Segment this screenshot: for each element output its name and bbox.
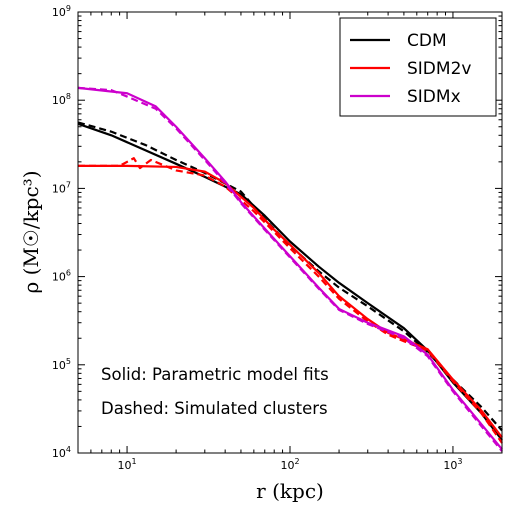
y-tick-label: 106 bbox=[52, 269, 71, 284]
legend-label-cdm: CDM bbox=[407, 31, 447, 51]
legend-label-sidmx: SIDMx bbox=[407, 87, 461, 107]
y-tick-label: 105 bbox=[52, 357, 71, 372]
y-tick-label: 109 bbox=[52, 4, 71, 19]
x-axis-label: r (kpc) bbox=[256, 479, 324, 503]
series-layer bbox=[77, 86, 503, 452]
x-tick-label: 103 bbox=[443, 457, 462, 472]
tick-layer bbox=[77, 11, 503, 454]
y-tick-label: 104 bbox=[52, 445, 71, 460]
y-tick-label: 108 bbox=[52, 92, 71, 107]
annotation-dashed: Dashed: Simulated clusters bbox=[101, 399, 328, 418]
legend-label-sidm2v: SIDM2v bbox=[407, 59, 471, 79]
y-tick-label: 107 bbox=[52, 180, 71, 195]
y-axis-label: ρ (M☉/kpc³) bbox=[19, 170, 43, 293]
series-line-sidm2v-dashed bbox=[78, 157, 503, 444]
annotation-solid: Solid: Parametric model fits bbox=[101, 365, 329, 384]
series-line-sidm2v-solid bbox=[78, 164, 503, 439]
tick-label-layer: 101 102 103 104 105 106 107 108 109 bbox=[52, 4, 463, 472]
x-tick-label: 101 bbox=[118, 457, 137, 472]
x-tick-label: 102 bbox=[280, 457, 299, 472]
legend: CDM SIDM2v SIDMx bbox=[339, 17, 497, 117]
